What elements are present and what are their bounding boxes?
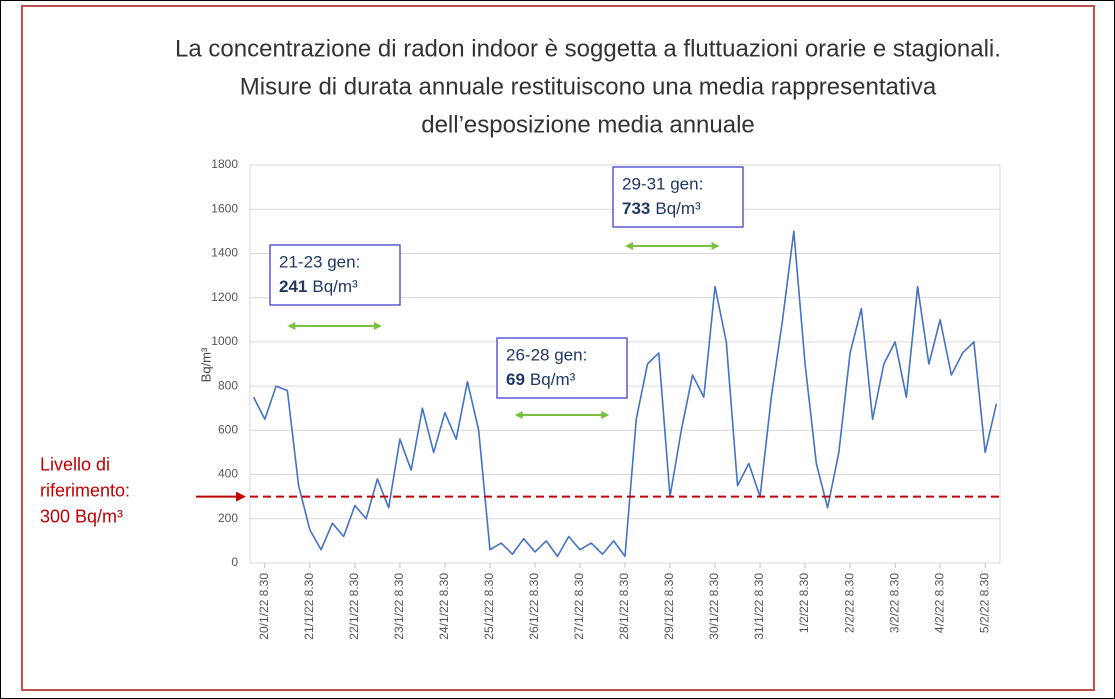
x-tick-label: 31/1/22 8.30 (752, 573, 766, 640)
frame (21, 5, 1095, 691)
annotation-period: 26-28 gen: (506, 345, 587, 364)
title-line: Misure di durata annuale restituiscono u… (240, 73, 937, 100)
y-tick-label: 1200 (211, 290, 238, 304)
annotation-period: 21-23 gen: (279, 252, 360, 271)
annotation-number: 733 (622, 199, 650, 218)
reference-label: riferimento: (40, 480, 130, 500)
x-tick-label: 1/2/22 8.30 (797, 573, 811, 633)
annotation-value: 69 Bq/m³ (506, 370, 576, 389)
x-tick-label: 5/2/22 8.30 (977, 573, 991, 633)
annotation-unit: Bq/m³ (655, 199, 701, 218)
annotation-unit: Bq/m³ (530, 370, 576, 389)
annotation-box (496, 337, 628, 399)
y-tick-label: 200 (218, 511, 238, 525)
x-tick-label: 30/1/22 8.30 (707, 573, 721, 640)
x-tick-label: 22/1/22 8.30 (347, 573, 361, 640)
x-tick-label: 2/2/22 8.30 (842, 573, 856, 633)
annotation-box (269, 244, 401, 306)
y-tick-label: 1000 (211, 334, 238, 348)
x-tick-label: 25/1/22 8.30 (482, 573, 496, 640)
y-tick-label: 1600 (211, 201, 238, 215)
y-tick-label: 600 (218, 423, 238, 437)
x-tick-label: 29/1/22 8.30 (662, 573, 676, 640)
x-tick-label: 23/1/22 8.30 (392, 573, 406, 640)
annotation-box (612, 166, 744, 228)
reference-label: 300 Bq/m³ (40, 506, 123, 526)
annotation-period: 29-31 gen: (622, 174, 703, 193)
y-tick-label: 400 (218, 467, 238, 481)
y-tick-label: 1800 (211, 157, 238, 171)
x-tick-label: 4/2/22 8.30 (932, 573, 946, 633)
y-tick-label: 1400 (211, 246, 238, 260)
y-tick-label: 0 (231, 555, 238, 569)
reference-label: Livello di (40, 454, 110, 474)
annotation-number: 241 (279, 277, 307, 296)
x-tick-label: 24/1/22 8.30 (437, 573, 451, 640)
annotation-value: 241 Bq/m³ (279, 277, 358, 296)
x-tick-label: 28/1/22 8.30 (617, 573, 631, 640)
y-tick-label: 800 (218, 378, 238, 392)
x-tick-label: 20/1/22 8.30 (257, 573, 271, 640)
data-line (252, 230, 998, 558)
x-tick-label: 21/1/22 8.30 (302, 573, 316, 640)
y-axis-label: Bq/m³ (198, 347, 213, 382)
x-tick-label: 26/1/22 8.30 (527, 573, 541, 640)
x-tick-label: 27/1/22 8.30 (572, 573, 586, 640)
reference-arrow-head (236, 491, 246, 502)
title-line: dell’esposizione media annuale (421, 111, 755, 138)
x-tick-label: 3/2/22 8.30 (887, 573, 901, 633)
annotation-unit: Bq/m³ (312, 277, 358, 296)
annotation-number: 69 (506, 370, 525, 389)
annotation-value: 733 Bq/m³ (622, 199, 701, 218)
title-line: La concentrazione di radon indoor è sogg… (175, 35, 1001, 62)
